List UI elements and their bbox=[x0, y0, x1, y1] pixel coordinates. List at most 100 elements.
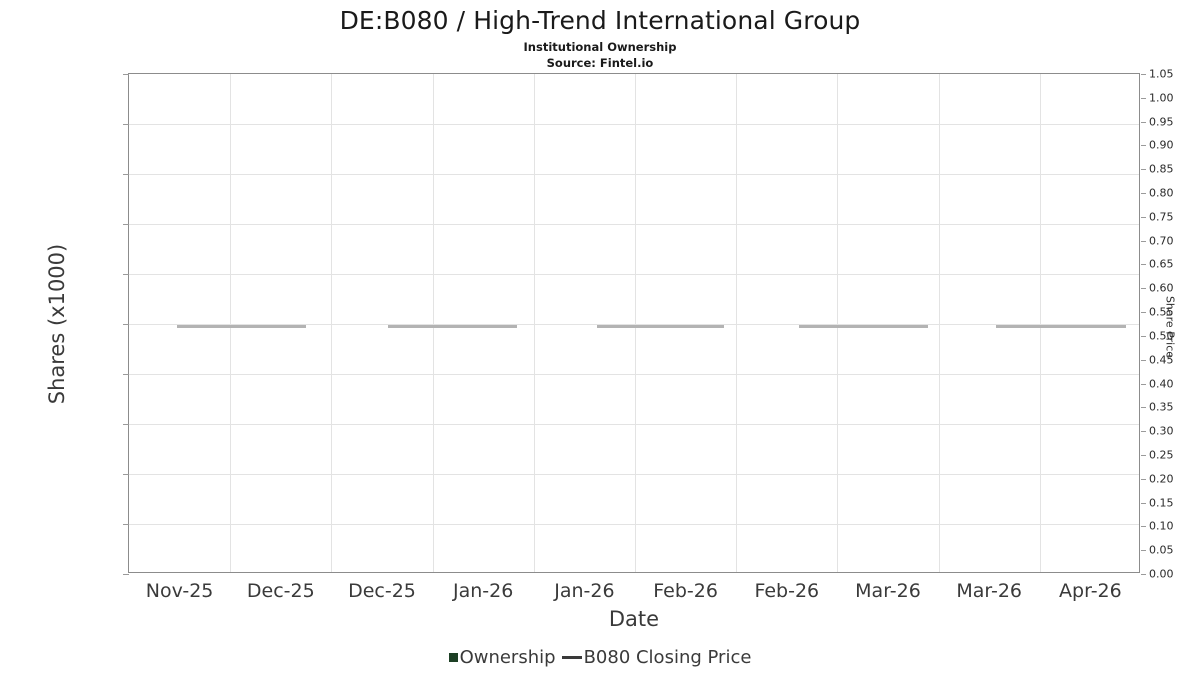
y-axis-tick-label-right: 0.55 bbox=[1149, 305, 1174, 319]
y-axis-tick-mark-left bbox=[123, 374, 129, 375]
x-axis-tick-label: Nov-25 bbox=[145, 580, 214, 602]
y-axis-tick-label-right: 0.15 bbox=[1149, 496, 1174, 510]
y-axis-tick-mark-right bbox=[1141, 478, 1146, 480]
y-axis-tick-label-right: 0.50 bbox=[1149, 329, 1174, 343]
chart-legend: Ownership B080 Closing Price bbox=[0, 647, 1200, 668]
price-line-segment bbox=[996, 324, 1126, 328]
x-axis-tick-label: Dec-25 bbox=[246, 580, 315, 602]
page-title: DE:B080 / High-Trend International Group bbox=[339, 6, 861, 35]
y-axis-label-right: Share Price bbox=[1163, 295, 1177, 359]
legend-item[interactable]: Ownership bbox=[448, 647, 556, 668]
y-axis-tick-label-right: 0.60 bbox=[1149, 281, 1174, 295]
vertical-gridline bbox=[230, 74, 232, 572]
y-axis-tick-label-right: 0.05 bbox=[1149, 543, 1174, 557]
horizontal-gridline bbox=[129, 224, 1139, 225]
vertical-gridline bbox=[938, 74, 940, 572]
y-axis-tick-label-right: 0.20 bbox=[1149, 472, 1174, 486]
y-axis-tick-mark-left bbox=[123, 74, 129, 75]
y-axis-tick-mark-right bbox=[1141, 502, 1146, 504]
legend-item[interactable]: B080 Closing Price bbox=[556, 647, 752, 668]
x-axis-tick-label: Mar-26 bbox=[956, 580, 1023, 602]
y-axis-tick-mark-right bbox=[1141, 550, 1146, 552]
x-axis-tick-label: Feb-26 bbox=[754, 580, 820, 602]
x-axis-label: Date bbox=[608, 607, 660, 631]
y-axis-tick-label-right: 0.65 bbox=[1149, 257, 1174, 271]
x-axis-tick-label: Jan-26 bbox=[554, 580, 615, 602]
y-axis-tick-mark-right bbox=[1141, 574, 1146, 575]
chart-source: Source: Fintel.io bbox=[546, 56, 654, 70]
y-axis-tick-mark-right bbox=[1141, 193, 1146, 195]
horizontal-gridline bbox=[129, 274, 1139, 275]
y-axis-tick-label-right: 0.90 bbox=[1149, 138, 1174, 152]
y-axis-tick-mark-right bbox=[1141, 240, 1146, 242]
y-axis-tick-mark-right bbox=[1141, 526, 1146, 528]
y-axis-tick-label-right: 1.05 bbox=[1149, 67, 1174, 81]
horizontal-gridline bbox=[129, 174, 1139, 175]
legend-line-icon bbox=[561, 656, 582, 659]
y-axis-tick-label-right: 0.30 bbox=[1149, 424, 1174, 438]
legend-item-label: B080 Closing Price bbox=[583, 647, 752, 668]
y-axis-tick-mark-right bbox=[1141, 288, 1146, 290]
legend-square-icon bbox=[448, 653, 458, 662]
x-axis-tick-label: Dec-25 bbox=[348, 580, 416, 602]
y-axis-tick-label-right: 0.10 bbox=[1149, 519, 1174, 533]
y-axis-tick-mark-left bbox=[123, 474, 129, 475]
chart-header: DE:B080 / High-Trend International Group… bbox=[0, 0, 1200, 70]
y-axis-tick-mark-right bbox=[1141, 169, 1146, 171]
price-line-segment bbox=[388, 324, 517, 328]
price-line-segment bbox=[798, 324, 929, 328]
vertical-gridline bbox=[736, 74, 738, 572]
vertical-gridline bbox=[635, 74, 636, 572]
y-axis-tick-mark-right bbox=[1141, 121, 1146, 123]
y-axis-tick-label-right: 0.35 bbox=[1149, 400, 1174, 414]
x-axis-tick-label: Mar-26 bbox=[855, 580, 921, 602]
y-axis-tick-mark-right bbox=[1141, 359, 1146, 361]
chart-subtitle: Institutional Ownership bbox=[523, 40, 677, 54]
horizontal-gridline bbox=[129, 524, 1139, 525]
legend-item-label: Ownership bbox=[459, 647, 556, 668]
horizontal-gridline bbox=[129, 424, 1139, 425]
y-axis-tick-label-right: 1.00 bbox=[1149, 91, 1174, 105]
y-axis-tick-label-right: 0.45 bbox=[1149, 353, 1174, 367]
y-axis-tick-label-right: 0.95 bbox=[1149, 115, 1174, 129]
x-axis-tick-label: Apr-26 bbox=[1059, 580, 1122, 602]
y-axis-tick-mark-left bbox=[123, 324, 129, 325]
horizontal-gridline bbox=[129, 324, 1139, 325]
y-axis-tick-mark-right bbox=[1141, 74, 1146, 75]
vertical-gridline bbox=[331, 74, 333, 572]
y-axis-tick-label-right: 0.40 bbox=[1149, 377, 1174, 391]
y-axis-tick-label-right: 0.25 bbox=[1149, 448, 1174, 462]
y-axis-tick-mark-right bbox=[1141, 97, 1146, 99]
y-axis-tick-mark-left bbox=[123, 424, 129, 425]
y-axis-label-left: Shares (x1000) bbox=[45, 243, 69, 405]
horizontal-gridline bbox=[129, 124, 1139, 125]
y-axis-tick-mark-right bbox=[1141, 454, 1146, 456]
y-axis-tick-mark-left bbox=[123, 524, 129, 525]
y-axis-tick-mark-right bbox=[1141, 383, 1146, 385]
y-axis-tick-mark-left bbox=[123, 174, 129, 175]
vertical-gridline bbox=[432, 74, 434, 572]
y-axis-tick-label-right: 0.00 bbox=[1149, 567, 1174, 581]
y-axis-tick-mark-right bbox=[1141, 312, 1146, 314]
y-axis-tick-mark-right bbox=[1141, 431, 1146, 433]
y-axis-tick-mark-left bbox=[123, 224, 129, 225]
x-axis-tick-label: Jan-26 bbox=[453, 580, 514, 602]
y-axis-tick-mark-right bbox=[1141, 335, 1146, 337]
y-axis-tick-mark-right bbox=[1141, 407, 1146, 409]
y-axis-tick-label-right: 0.75 bbox=[1149, 210, 1174, 224]
horizontal-gridline bbox=[129, 374, 1139, 375]
horizontal-gridline bbox=[129, 474, 1139, 475]
y-axis-tick-mark-left bbox=[123, 574, 129, 575]
y-axis-tick-label-right: 0.80 bbox=[1149, 186, 1174, 200]
y-axis-tick-label-right: 0.85 bbox=[1149, 162, 1174, 176]
y-axis-tick-mark-right bbox=[1141, 264, 1146, 266]
x-axis-tick-label: Feb-26 bbox=[653, 580, 718, 602]
y-axis-tick-label-right: 0.70 bbox=[1149, 234, 1174, 248]
vertical-gridline bbox=[533, 74, 535, 572]
y-axis-tick-mark-left bbox=[123, 124, 129, 125]
vertical-gridline bbox=[1039, 74, 1041, 572]
price-line-segment bbox=[176, 324, 307, 328]
plot-area: 5E-94E-93E-92E-91E-90E0-1E-9-2E-9-3E-9-4… bbox=[45, 68, 1177, 603]
y-axis-tick-mark-right bbox=[1141, 145, 1146, 147]
vertical-gridline bbox=[837, 74, 839, 572]
